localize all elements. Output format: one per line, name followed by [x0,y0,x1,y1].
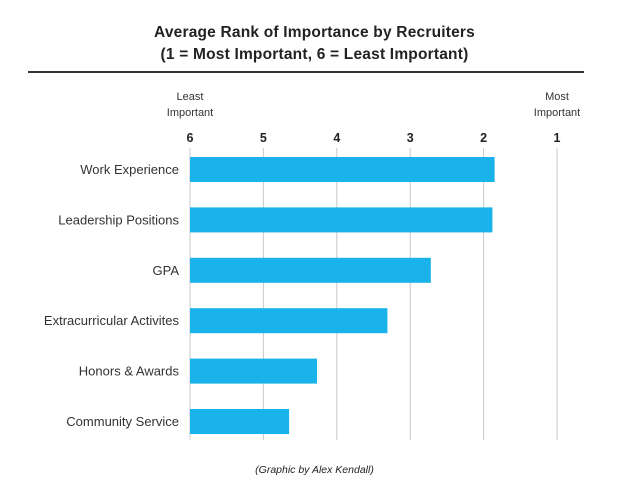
bar [190,157,495,182]
x-tick-label: 4 [333,131,340,145]
category-label: Leadership Positions [58,212,179,227]
category-label: GPA [153,263,180,278]
axis-end-label-least: Least [177,91,204,103]
chart-subtitle: (1 = Most Important, 6 = Least Important… [160,46,469,63]
axis-end-label-most: Most [545,91,569,103]
axis-end-label-most: Important [534,107,580,119]
x-tick-label: 6 [187,131,194,145]
bar [190,358,317,384]
x-tick-label: 3 [407,131,414,145]
bar [190,308,388,334]
bar [190,409,290,434]
graphic-credit: (Graphic by Alex Kendall) [255,464,374,476]
x-tick-label: 5 [260,131,267,145]
category-label: Work Experience [80,162,179,177]
bar [190,207,493,233]
chart-title: Average Rank of Importance by Recruiters [154,24,475,41]
chart-title-block: Average Rank of Importance by Recruiters… [0,22,629,66]
category-label: Community Service [66,414,179,429]
bar [190,257,431,283]
axis-end-label-least: Important [167,107,213,119]
x-tick-label: 2 [480,131,487,145]
category-label: Extracurricular Activites [44,313,180,328]
category-label: Honors & Awards [79,364,180,379]
x-tick-label: 1 [554,131,561,145]
title-divider [28,71,584,73]
